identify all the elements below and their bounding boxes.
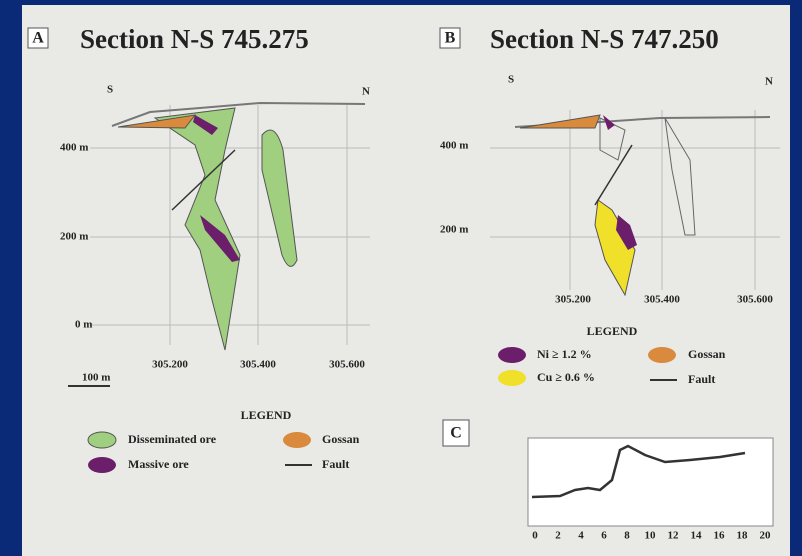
legend-swatch xyxy=(498,370,526,386)
easting-label: 305.200 xyxy=(152,359,188,371)
scale-label: 100 m xyxy=(82,372,110,384)
x-tick-label: 20 xyxy=(760,530,772,542)
easting-label: 305.200 xyxy=(555,294,591,306)
x-tick-label: 16 xyxy=(714,530,726,542)
elevation-label: 200 m xyxy=(440,224,468,236)
x-tick-label: 0 xyxy=(532,530,538,542)
direction-label: S xyxy=(107,84,113,96)
legend-label: Fault xyxy=(322,457,349,471)
legend-swatch xyxy=(88,457,116,473)
legend-label: Ni ≥ 1.2 % xyxy=(537,347,592,361)
panel-title: Section N-S 745.275 xyxy=(80,24,309,54)
x-tick-label: 4 xyxy=(578,530,584,542)
elevation-label: 0 m xyxy=(75,319,92,331)
legend-swatch xyxy=(283,432,311,448)
direction-label: N xyxy=(765,76,773,88)
legend-label: Fault xyxy=(688,372,715,386)
panel-title: Section N-S 747.250 xyxy=(490,24,719,54)
x-tick-label: 2 xyxy=(555,530,561,542)
legend-swatch xyxy=(88,432,116,448)
legend-title: LEGEND xyxy=(241,408,292,422)
legend-label: Gossan xyxy=(688,347,726,361)
legend-label: Cu ≥ 0.6 % xyxy=(537,370,595,384)
panel-letter: C xyxy=(450,425,462,442)
legend-swatch xyxy=(648,347,676,363)
easting-label: 305.600 xyxy=(737,294,773,306)
elevation-label: 400 m xyxy=(440,140,468,152)
legend-label: Gossan xyxy=(322,432,360,446)
panel-letter: B xyxy=(445,30,456,47)
x-tick-label: 8 xyxy=(624,530,630,542)
x-tick-label: 10 xyxy=(645,530,657,542)
direction-label: N xyxy=(362,86,370,98)
x-tick-label: 12 xyxy=(668,530,680,542)
elevation-label: 200 m xyxy=(60,231,88,243)
elevation-label: 400 m xyxy=(60,142,88,154)
legend-label: Disseminated ore xyxy=(128,432,217,446)
easting-label: 305.400 xyxy=(240,359,276,371)
x-tick-label: 14 xyxy=(691,530,703,542)
slide: A Section N-S 745.275 S N 400 m 200 m 0 … xyxy=(0,0,802,556)
panel-letter: A xyxy=(32,30,44,47)
x-tick-label: 6 xyxy=(601,530,607,542)
easting-label: 305.400 xyxy=(644,294,680,306)
x-tick-label: 18 xyxy=(737,530,749,542)
direction-label: S xyxy=(508,74,514,86)
easting-label: 305.600 xyxy=(329,359,365,371)
legend-label: Massive ore xyxy=(128,457,189,471)
legend-swatch xyxy=(498,347,526,363)
plot-area xyxy=(528,438,773,526)
legend-title: LEGEND xyxy=(587,324,638,338)
